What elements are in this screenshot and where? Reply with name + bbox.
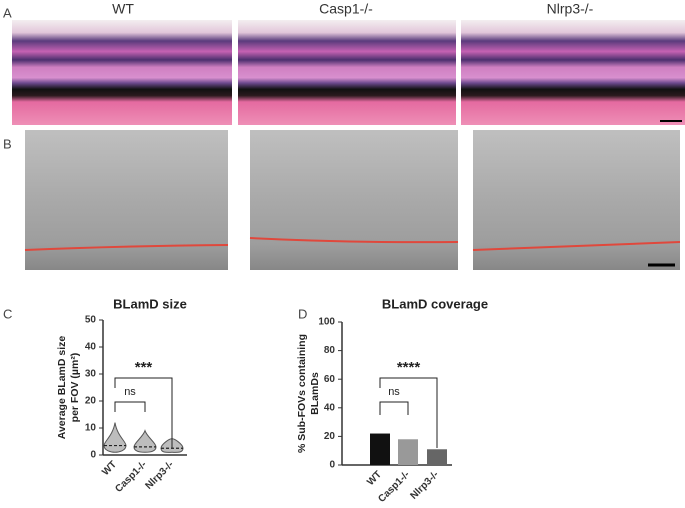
panel-a-images [12,20,685,125]
y-tick-label: 20 [324,431,336,442]
bar [427,449,447,465]
x-tick-label: Nlrp3-/- [143,459,176,492]
significance-bracket [379,377,438,448]
y-axis-label: BLamDs [309,372,321,415]
y-tick-label: 40 [85,342,97,353]
significance-label: ns [388,386,400,398]
violin [133,429,157,453]
significance-label: **** [397,359,421,376]
x-tick-label: Casp1-/- [113,459,149,495]
y-axis-label: Average BLamD size [56,336,68,440]
y-tick-label: 40 [324,402,336,413]
x-tick-label: Casp1-/- [376,469,412,505]
panel-label: B [3,136,12,151]
y-tick-label: 0 [90,450,96,461]
significance-bracket [114,401,146,412]
bar [398,439,418,465]
bar [370,433,390,465]
y-tick-label: 10 [85,423,97,434]
violin [103,422,127,453]
significance-label: *** [135,359,153,376]
significance-bracket [114,377,173,448]
y-tick-label: 50 [85,315,97,326]
panel-label: D [298,306,307,321]
panel-label: A [3,5,12,20]
panel-b-images [24,130,681,270]
y-tick-label: 80 [324,345,336,356]
x-tick-label: WT [365,469,384,488]
panel-label: C [3,306,12,321]
column-title: WT [112,1,134,17]
significance-bracket [379,401,409,415]
column-title: Casp1-/- [319,1,373,17]
x-tick-label: WT [100,459,119,478]
column-title: Nlrp3-/- [547,1,594,17]
significance-label: ns [124,386,136,398]
y-tick-label: 30 [85,369,97,380]
chart-title: BLamD coverage [382,296,488,311]
y-axis-label: % Sub-FOVs containing [296,334,308,453]
y-tick-label: 0 [329,460,335,471]
y-tick-label: 100 [318,317,335,328]
x-tick-label: Nlrp3-/- [408,469,441,502]
y-axis-label: per FOV (µm²) [69,353,81,423]
y-tick-label: 60 [324,374,336,385]
chart-title: BLamD size [113,296,187,311]
y-tick-label: 20 [85,396,97,407]
